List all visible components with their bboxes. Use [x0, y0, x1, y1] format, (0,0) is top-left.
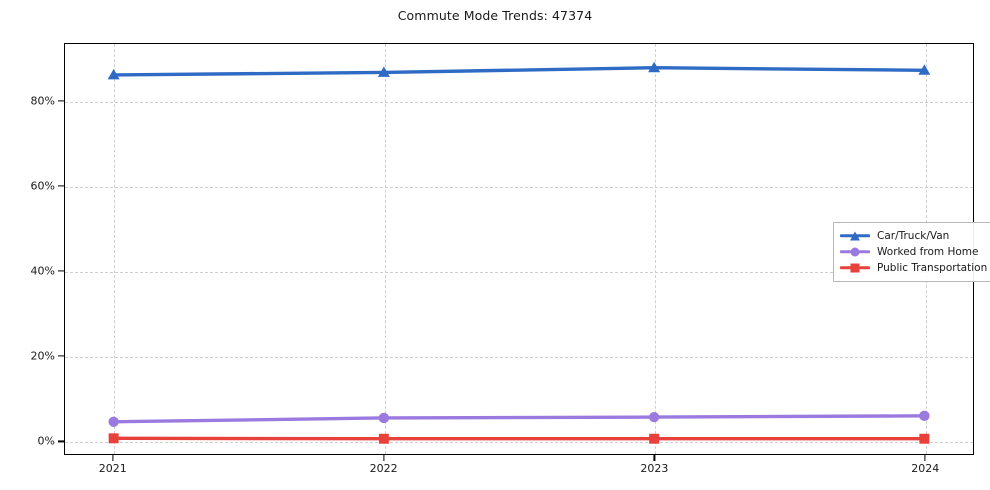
- square-marker-icon: [850, 263, 860, 273]
- legend-label: Public Transportation: [877, 262, 988, 274]
- x-tick-label: 2023: [640, 462, 669, 475]
- y-tick-mark: [58, 440, 64, 442]
- circle-marker-icon: [850, 247, 860, 257]
- series-line: [111, 414, 927, 424]
- y-tick-label: 80%: [30, 94, 55, 108]
- y-tick-mark: [58, 270, 64, 272]
- x-tick-mark: [382, 455, 385, 461]
- series-marker: [377, 66, 390, 77]
- series-marker: [648, 61, 661, 73]
- series-marker: [919, 433, 930, 444]
- y-tick-label: 60%: [30, 179, 55, 193]
- series-layer: [107, 61, 931, 444]
- x-tick-mark: [924, 455, 926, 461]
- legend-label: Car/Truck/Van: [877, 230, 950, 242]
- y-tick-label: 0%: [37, 434, 55, 448]
- gridline-vertical: [384, 44, 386, 454]
- gridline-horizontal: [65, 101, 973, 103]
- plot-area: [64, 43, 974, 455]
- chart-legend: Car/Truck/Van Worked from Home Public Tran…: [833, 222, 990, 282]
- x-tick-mark: [653, 455, 655, 461]
- legend-item[interactable]: Car/Truck/Van: [840, 228, 987, 244]
- x-tick-mark: [112, 455, 114, 461]
- triangle-marker-icon: [850, 231, 860, 241]
- gridline-horizontal: [65, 442, 973, 444]
- gridline-vertical: [655, 44, 657, 454]
- legend-swatch: [840, 261, 870, 275]
- series-marker: [919, 410, 930, 422]
- legend-item[interactable]: Worked from Home: [840, 244, 987, 260]
- gridline-horizontal: [65, 186, 973, 188]
- y-tick-label: 40%: [30, 264, 55, 278]
- gridline-horizontal: [65, 271, 973, 273]
- series-marker: [108, 416, 119, 427]
- y-tick-label: 20%: [30, 349, 55, 363]
- series-marker: [649, 433, 660, 444]
- chart-title: Commute Mode Trends: 47374: [397, 8, 593, 23]
- y-tick-mark: [58, 355, 64, 357]
- series-marker: [378, 433, 389, 444]
- legend-item[interactable]: Public Transportation: [840, 260, 987, 276]
- legend-swatch: [840, 229, 870, 243]
- series-marker: [108, 433, 119, 444]
- y-tick-mark: [58, 185, 64, 187]
- legend-label: Worked from Home: [877, 246, 979, 258]
- legend-swatch: [840, 245, 870, 259]
- series-marker: [918, 64, 931, 75]
- gridline-vertical: [113, 44, 115, 454]
- gridline-horizontal: [65, 357, 973, 359]
- x-tick-label: 2022: [369, 462, 398, 475]
- x-tick-label: 2024: [911, 462, 940, 475]
- series-marker: [378, 412, 390, 424]
- y-tick-mark: [58, 99, 64, 102]
- series-line: [111, 66, 927, 77]
- x-tick-label: 2021: [98, 462, 127, 475]
- series-marker: [648, 411, 660, 423]
- series-marker: [107, 68, 120, 80]
